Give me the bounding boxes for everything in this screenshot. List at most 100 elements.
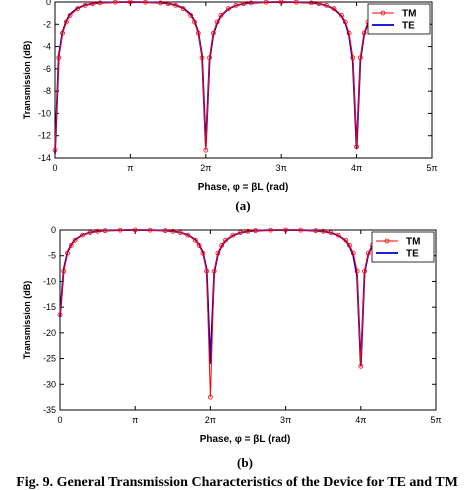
y-tick-label: -4 — [43, 42, 51, 52]
data-point-tm — [207, 55, 212, 61]
data-point-tm — [207, 394, 213, 400]
legend-box — [371, 231, 435, 263]
data-point-tm — [97, 0, 103, 6]
figure-caption: Fig. 9. General Transmission Characteris… — [16, 475, 458, 490]
data-point-tm — [158, 0, 163, 6]
data-point-tm — [82, 2, 88, 8]
data-point-tm — [165, 1, 171, 7]
data-point-tm — [215, 250, 221, 256]
data-point-tm — [52, 147, 58, 153]
x-tick-label: 4π — [351, 163, 362, 173]
y-tick-label: -14 — [38, 153, 51, 163]
legend-marker-tm — [380, 10, 386, 16]
data-point-tm — [177, 230, 183, 235]
data-point-tm — [339, 12, 344, 18]
x-axis-label: Phase, φ = βL (rad) — [198, 182, 289, 193]
x-tick-label: 3π — [276, 163, 287, 173]
data-point-tm — [112, 0, 118, 5]
data-point-tm — [268, 227, 273, 233]
series-line-te — [59, 229, 384, 367]
data-point-tm — [226, 6, 231, 12]
y-tick-label: -10 — [43, 276, 56, 286]
data-point-tm — [192, 19, 197, 25]
y-tick-label: -5 — [48, 251, 56, 261]
data-point-tm — [343, 237, 349, 243]
data-point-tm — [75, 6, 81, 12]
data-point-tm — [245, 228, 251, 234]
data-point-tm — [72, 237, 78, 243]
data-point-tm — [357, 55, 363, 61]
data-point-tm — [350, 55, 356, 61]
data-point-tm — [211, 268, 217, 274]
y-tick-label: -25 — [43, 354, 56, 364]
series-line-te — [54, 1, 380, 154]
legend-box — [367, 3, 431, 35]
data-point-tm — [162, 228, 168, 234]
data-point-tm — [241, 1, 246, 7]
data-point-tm — [308, 0, 314, 6]
x-tick-label: π — [132, 415, 138, 425]
data-point-tm — [185, 232, 191, 238]
y-tick-label: -2 — [43, 19, 51, 29]
data-point-tm — [210, 30, 216, 36]
data-point-tm — [180, 6, 186, 12]
chart-panel-a: Transmission (dB) Phase, φ = βL (rad) (a… — [22, 0, 438, 213]
y-tick-label: -15 — [43, 302, 56, 312]
data-point-tm — [328, 230, 334, 235]
data-point-tm — [320, 228, 326, 234]
data-point-tm — [362, 268, 367, 274]
data-point-tm — [347, 243, 352, 248]
data-point-tm — [203, 147, 209, 153]
data-point-tm — [57, 312, 63, 318]
data-point-tm — [223, 237, 228, 243]
legend-label-tm: TM — [402, 9, 416, 20]
series-line-tm — [59, 229, 384, 398]
data-point-tm — [331, 6, 337, 12]
data-point-tm — [65, 250, 70, 256]
y-tick-label: 0 — [51, 225, 56, 235]
x-tick-label: 4π — [355, 415, 366, 425]
data-point-tm — [102, 228, 108, 234]
x-tick-label: 5π — [426, 163, 437, 173]
data-point-tm — [60, 30, 65, 36]
data-point-tm — [63, 19, 69, 25]
data-point-tm — [147, 227, 153, 233]
data-point-tm — [132, 227, 138, 233]
panel-label-b: (b) — [237, 455, 253, 470]
y-tick-label: -20 — [43, 328, 56, 338]
y-tick-label: -10 — [38, 108, 51, 118]
data-point-tm — [335, 232, 341, 238]
x-tick-label: 3π — [280, 415, 291, 425]
x-tick-label: 2π — [205, 415, 216, 425]
panel-label-a: (a) — [235, 198, 250, 213]
data-point-tm — [87, 230, 93, 235]
y-tick-label: -6 — [43, 64, 51, 74]
data-point-tm — [365, 250, 371, 256]
y-axis-label: Transmission (dB) — [22, 41, 32, 120]
legend-label-tm: TM — [406, 237, 420, 248]
data-point-tm — [170, 228, 176, 234]
data-point-tm — [342, 19, 348, 25]
data-point-tm — [350, 250, 356, 256]
data-point-tm — [204, 268, 210, 274]
data-point-tm — [354, 144, 360, 150]
data-point-tm — [354, 268, 360, 274]
y-tick-label: -35 — [43, 405, 56, 415]
y-tick-label: -8 — [43, 86, 51, 96]
data-point-tm — [200, 250, 206, 256]
legend-label-te: TE — [402, 21, 415, 32]
data-point-tm — [313, 228, 319, 234]
data-point-tm — [90, 1, 96, 7]
legend-label-te: TE — [406, 249, 419, 260]
data-point-tm — [61, 268, 67, 274]
data-point-tm — [316, 1, 322, 7]
data-point-tm — [67, 12, 73, 18]
y-axis-label: Transmission (dB) — [22, 281, 32, 360]
data-point-tm — [214, 19, 220, 25]
data-point-tm — [230, 232, 236, 238]
data-point-tm — [143, 0, 148, 5]
x-tick-label: 0 — [52, 163, 57, 173]
data-point-tm — [278, 0, 284, 5]
x-tick-label: 0 — [57, 415, 62, 425]
x-axis-label: Phase, φ = βL (rad) — [200, 434, 291, 445]
